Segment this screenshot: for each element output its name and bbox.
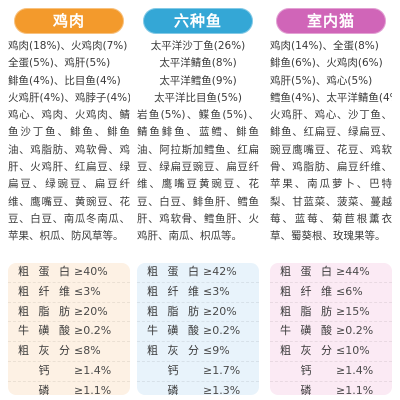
nutrition-value: ≥0.2% bbox=[336, 324, 374, 338]
nutrition-value: ≤8% bbox=[74, 344, 101, 358]
nutrition-value: ≤9% bbox=[203, 344, 230, 358]
nutrition-label: 粗蛋白 bbox=[147, 265, 199, 278]
header-pill-indoor-cat: 室内猫 bbox=[276, 8, 386, 34]
header-pill-chicken: 鸡肉 bbox=[14, 8, 124, 34]
nutrition-value: ≤3% bbox=[74, 284, 101, 298]
nutrition-value: ≥20% bbox=[74, 304, 108, 318]
nutrition-row: 粗蛋白 ≥42% bbox=[137, 263, 259, 283]
nutrition-row: 钙 ≥1.4% bbox=[8, 362, 130, 382]
nutrition-value: ≤3% bbox=[203, 284, 230, 298]
nutrition-row: 粗纤维 ≤3% bbox=[137, 283, 259, 303]
ingredients-list: 太平洋沙丁鱼(26%) 太平洋鲭鱼(8%) 太平洋鳕鱼(9%) 太平洋比目鱼(5… bbox=[137, 38, 259, 258]
nutrition-row: 钙 ≥1.7% bbox=[137, 362, 259, 382]
nutrition-value: ≥42% bbox=[203, 265, 237, 278]
nutrition-label: 粗脂肪 bbox=[18, 304, 70, 318]
nutrition-row: 钙 ≥1.4% bbox=[270, 362, 392, 382]
nutrition-panel: 粗蛋白 ≥42% 粗纤维 ≤3% 粗脂肪 ≥20% 牛磺酸 ≥0.2% 粗灰分 … bbox=[137, 263, 259, 395]
nutrition-row: 牛磺酸 ≥0.2% bbox=[137, 322, 259, 343]
header-pill-six-fish: 六种鱼 bbox=[143, 8, 253, 34]
nutrition-row: 粗蛋白 ≥44% bbox=[270, 263, 392, 283]
nutrition-label: 牛磺酸 bbox=[280, 324, 332, 338]
nutrition-label: 粗蛋白 bbox=[280, 265, 332, 278]
nutrition-value: ≥1.7% bbox=[203, 363, 241, 377]
column-six-fish: 六种鱼 太平洋沙丁鱼(26%) 太平洋鲭鱼(8%) 太平洋鳕鱼(9%) 太平洋比… bbox=[137, 0, 259, 400]
nutrition-label: 粗纤维 bbox=[147, 284, 199, 298]
ingredient-rest: 岩鱼(5%)、鲽鱼(5%)、鲭鱼鲱鱼、蓝鳕、鲱鱼油、阿拉斯加鳕鱼、红扁豆、绿扁豆… bbox=[137, 109, 259, 243]
nutrition-row: 粗灰分 ≤10% bbox=[270, 342, 392, 362]
nutrition-value: ≥1.1% bbox=[336, 383, 374, 395]
ingredient-line: 太平洋比目鱼(5%) bbox=[154, 91, 242, 104]
nutrition-label: 粗脂肪 bbox=[280, 304, 332, 318]
ingredient-line: 鸡肉(14%)、全蛋(8%) bbox=[270, 40, 379, 52]
nutrition-panel: 粗蛋白 ≥44% 粗纤维 ≤6% 粗脂肪 ≥15% 牛磺酸 ≥0.2% 粗灰分 … bbox=[270, 263, 392, 395]
nutrition-label: 磷 bbox=[38, 383, 50, 395]
ingredients-list: 鸡肉(14%)、全蛋(8%) 鲱鱼(6%)、火鸡肉(6%) 鸡肝(5%)、鸡心(… bbox=[270, 38, 392, 258]
nutrition-value: ≥1.3% bbox=[203, 383, 241, 395]
nutrition-row: 粗灰分 ≤8% bbox=[8, 342, 130, 362]
nutrition-value: ≥44% bbox=[336, 265, 370, 278]
nutrition-value: ≥0.2% bbox=[74, 324, 112, 338]
ingredient-line: 太平洋鳕鱼(9%) bbox=[159, 74, 237, 87]
nutrition-row: 粗蛋白 ≥40% bbox=[8, 263, 130, 283]
ingredient-line: 太平洋沙丁鱼(26%) bbox=[150, 40, 246, 52]
ingredients-list: 鸡肉(18%)、火鸡肉(7%) 全蛋(5%)、鸡肝(5%) 鲱鱼(4%)、比目鱼… bbox=[8, 38, 130, 258]
ingredient-line: 鲱鱼(6%)、火鸡肉(6%) bbox=[270, 57, 383, 70]
nutrition-value: ≤10% bbox=[336, 344, 370, 358]
nutrition-label: 磷 bbox=[167, 383, 179, 395]
nutrition-row: 粗脂肪 ≥20% bbox=[137, 303, 259, 323]
nutrition-value: ≤6% bbox=[336, 284, 363, 298]
ingredient-line: 太平洋鲭鱼(8%) bbox=[159, 57, 237, 70]
ingredient-line: 鲱鱼(4%)、比目鱼(4%) bbox=[8, 74, 121, 87]
ingredient-line: 鸡肝(5%)、鸡心(5%) bbox=[270, 74, 373, 87]
ingredient-line: 火鸡肝(4%)、鸡脖子(4%) bbox=[8, 91, 130, 104]
nutrition-row: 牛磺酸 ≥0.2% bbox=[8, 322, 130, 343]
nutrition-label: 粗纤维 bbox=[280, 284, 332, 298]
nutrition-row: 粗纤维 ≤3% bbox=[8, 283, 130, 303]
nutrition-label: 牛磺酸 bbox=[18, 324, 70, 338]
nutrition-row: 粗脂肪 ≥15% bbox=[270, 303, 392, 323]
nutrition-label: 磷 bbox=[300, 383, 312, 395]
column-chicken: 鸡肉 鸡肉(18%)、火鸡肉(7%) 全蛋(5%)、鸡肝(5%) 鲱鱼(4%)、… bbox=[8, 0, 130, 400]
nutrition-value: ≥1.4% bbox=[336, 363, 374, 377]
column-title: 鸡肉 bbox=[52, 12, 85, 30]
nutrition-value: ≥40% bbox=[74, 265, 108, 278]
nutrition-value: ≥1.1% bbox=[74, 383, 112, 395]
nutrition-label: 粗蛋白 bbox=[18, 265, 70, 278]
nutrition-label: 钙 bbox=[300, 363, 312, 377]
nutrition-label: 粗脂肪 bbox=[147, 304, 199, 318]
nutrition-label: 粗灰分 bbox=[280, 344, 332, 358]
ingredient-line: 鸡肉(18%)、火鸡肉(7%) bbox=[8, 40, 128, 52]
nutrition-row: 磷 ≥1.3% bbox=[137, 382, 259, 395]
ingredient-line: 全蛋(5%)、鸡肝(5%) bbox=[8, 57, 111, 70]
nutrition-value: ≥15% bbox=[336, 304, 370, 318]
ingredient-line: 鳕鱼(4%)、太平洋鲭鱼(4%) bbox=[270, 91, 392, 104]
nutrition-label: 牛磺酸 bbox=[147, 324, 199, 338]
nutrition-row: 粗纤维 ≤6% bbox=[270, 283, 392, 303]
nutrition-value: ≥20% bbox=[203, 304, 237, 318]
nutrition-value: ≥1.4% bbox=[74, 363, 112, 377]
nutrition-value: ≥0.2% bbox=[203, 324, 241, 338]
nutrition-label: 粗灰分 bbox=[18, 344, 70, 358]
ingredient-rest: 鸡心、鸡肉、火鸡肉、鲭鱼沙丁鱼、鲱鱼、鲱鱼油、鸡脂肪、鸡软骨、鸡肝、火鸡肝、红扁… bbox=[8, 109, 130, 243]
nutrition-panel: 粗蛋白 ≥40% 粗纤维 ≤3% 粗脂肪 ≥20% 牛磺酸 ≥0.2% 粗灰分 … bbox=[8, 263, 130, 395]
nutrition-label: 粗灰分 bbox=[147, 344, 199, 358]
nutrition-row: 磷 ≥1.1% bbox=[8, 382, 130, 395]
column-title: 室内猫 bbox=[306, 12, 355, 30]
nutrition-row: 粗灰分 ≤9% bbox=[137, 342, 259, 362]
nutrition-label: 钙 bbox=[38, 363, 50, 377]
ingredient-rest: 火鸡肝、鸡心、沙丁鱼、鲱鱼、红扁豆、绿扁豆、豌豆鹰嘴豆、花豆、鸡软骨、鸡脂肪、扁… bbox=[270, 109, 392, 243]
nutrition-label: 粗纤维 bbox=[18, 284, 70, 298]
column-title: 六种鱼 bbox=[173, 12, 222, 30]
column-indoor-cat: 室内猫 鸡肉(14%)、全蛋(8%) 鲱鱼(6%)、火鸡肉(6%) 鸡肝(5%)… bbox=[270, 0, 392, 400]
nutrition-label: 钙 bbox=[167, 363, 179, 377]
nutrition-row: 牛磺酸 ≥0.2% bbox=[270, 322, 392, 343]
nutrition-row: 粗脂肪 ≥20% bbox=[8, 303, 130, 323]
nutrition-row: 磷 ≥1.1% bbox=[270, 382, 392, 395]
